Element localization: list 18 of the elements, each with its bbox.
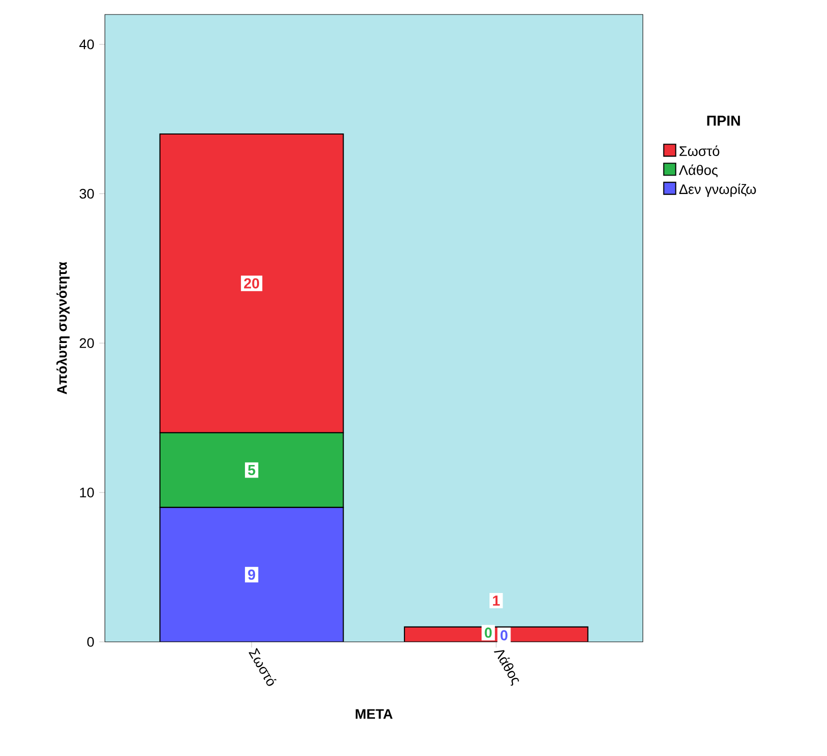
y-tick-label: 10 [80,487,94,498]
bar [159,133,344,434]
data-label: 5 [248,464,256,475]
data-label: 0 [484,627,492,638]
y-tick-label: 20 [80,338,94,348]
x-axis-title: ΜΕΤΑ [356,709,393,719]
data-label: 1 [493,596,500,606]
legend-label: Σωστό [680,145,720,156]
legend-label: Δεν γνωρίζω [679,183,756,197]
legend-label: Λάθος [678,164,718,178]
y-tick-label: 0 [87,636,94,647]
data-label: 20 [244,278,260,288]
y-axis-title: Απόλυτη συχνότητα [56,262,70,394]
data-label: 9 [248,569,256,580]
y-tick-label: 30 [80,188,94,198]
legend-title: ΠΡΙΝ [707,116,740,126]
data-label: 0 [500,630,508,640]
y-tick-label: 40 [79,39,94,50]
